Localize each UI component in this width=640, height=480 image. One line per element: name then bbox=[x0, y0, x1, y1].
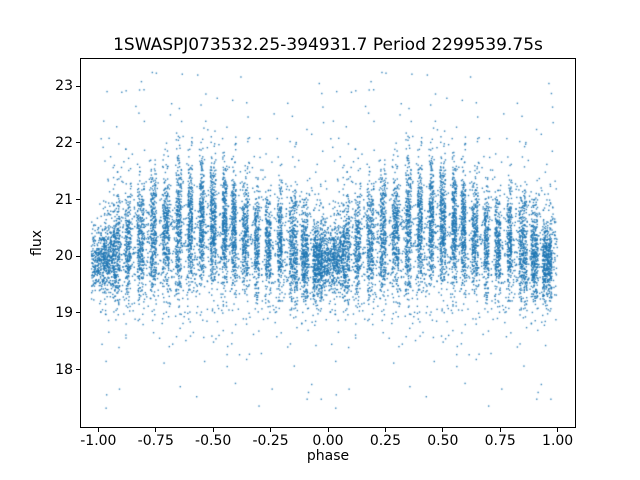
y-tick-mark bbox=[76, 199, 80, 201]
x-tick-label: 0.50 bbox=[427, 433, 459, 449]
x-axis-label: phase bbox=[306, 448, 350, 464]
y-tick-mark bbox=[76, 142, 80, 144]
x-tick-mark bbox=[155, 428, 157, 432]
y-tick-label: 19 bbox=[55, 304, 73, 321]
x-tick-label: 0.25 bbox=[369, 433, 401, 449]
y-tick-label: 22 bbox=[55, 134, 73, 151]
x-tick-mark bbox=[384, 428, 386, 432]
x-tick-mark bbox=[212, 428, 214, 432]
x-tick-mark bbox=[557, 428, 559, 432]
y-tick-label: 23 bbox=[55, 78, 73, 95]
x-tick-mark bbox=[499, 428, 501, 432]
y-tick-mark bbox=[76, 312, 80, 314]
x-tick-label: -0.75 bbox=[137, 433, 174, 449]
y-tick-mark bbox=[76, 85, 80, 87]
x-tick-mark bbox=[97, 428, 99, 432]
y-tick-label: 18 bbox=[55, 361, 73, 378]
x-tick-label: -0.50 bbox=[195, 433, 232, 449]
plot-title: 1SWASPJ073532.25-394931.7 Period 2299539… bbox=[113, 35, 543, 55]
y-tick-label: 20 bbox=[55, 248, 73, 265]
y-tick-mark bbox=[76, 255, 80, 257]
x-tick-label: 1.00 bbox=[542, 433, 574, 449]
x-tick-mark bbox=[270, 428, 272, 432]
x-tick-label: 0.75 bbox=[484, 433, 516, 449]
x-tick-label: -0.25 bbox=[252, 433, 289, 449]
x-tick-mark bbox=[442, 428, 444, 432]
y-tick-mark bbox=[76, 369, 80, 371]
x-tick-mark bbox=[327, 428, 329, 432]
x-tick-label: -1.00 bbox=[80, 433, 117, 449]
y-axis-label: flux bbox=[29, 230, 45, 256]
scatter-points-canvas bbox=[80, 58, 576, 428]
y-tick-label: 21 bbox=[55, 191, 73, 208]
x-tick-label: 0.00 bbox=[312, 433, 344, 449]
